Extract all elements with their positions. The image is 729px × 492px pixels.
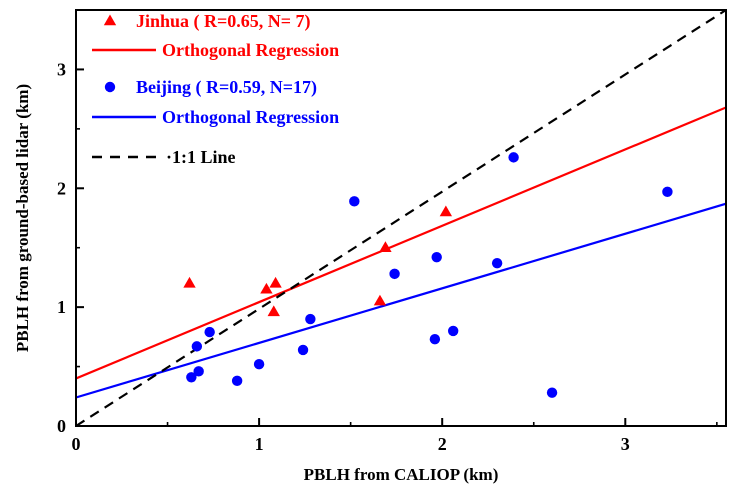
beijing-point (508, 152, 519, 163)
legend-triangle-marker (103, 14, 117, 26)
legend-label: ·1:1 Line (166, 147, 236, 167)
regression-line-1 (76, 202, 726, 399)
beijing-point (429, 334, 441, 345)
x-tick-label: 2 (438, 434, 447, 454)
beijing-point (546, 387, 558, 398)
beijing-point (186, 372, 197, 383)
legend: Jinhua ( R=0.65, N= 7) Orthogonal Regress… (92, 11, 339, 167)
y-tick-label: 1 (57, 297, 66, 317)
jinhua-point (373, 294, 387, 306)
beijing-point (349, 196, 360, 207)
jinhua-point (260, 282, 273, 294)
y-tick-label: 0 (57, 416, 66, 436)
beijing-point (204, 326, 215, 338)
legend-label: Beijing ( R=0.59, N=17) (136, 77, 317, 98)
beijing-point (193, 366, 204, 377)
plot-frame (75, 9, 727, 427)
x-tick-label: 3 (621, 434, 630, 454)
beijing-point (447, 325, 459, 337)
x-tick-label: 1 (255, 434, 264, 454)
legend-label: Orthogonal Regression (162, 40, 339, 60)
beijing-point (662, 186, 673, 198)
axis-ticks: 0 1 2 3 0 1 2 3 (57, 59, 718, 454)
beijing-point (431, 252, 442, 263)
one-to-one-line (76, 10, 726, 426)
y-tick-label: 2 (57, 178, 66, 198)
beijing-point (191, 341, 203, 352)
beijing-point (297, 344, 309, 356)
x-tick-label: 0 (72, 434, 81, 454)
regression-lines (76, 10, 726, 426)
beijing-point (231, 375, 243, 387)
legend-label: Jinhua ( R=0.65, N= 7) (136, 11, 311, 32)
beijing-point (491, 257, 503, 269)
regression-line-0 (76, 106, 726, 380)
jinhua-point (439, 205, 453, 217)
beijing-point (389, 268, 400, 280)
y-axis-label: PBLH from ground-based lidar (km) (13, 84, 32, 352)
legend-entry: Jinhua ( R=0.65, N= 7) (103, 11, 311, 32)
y-tick-label: 3 (57, 59, 66, 79)
jinhua-point (269, 276, 282, 288)
beijing-point (305, 313, 316, 325)
legend-entry: Orthogonal Regression (92, 107, 339, 127)
x-axis-label: PBLH from CALIOP (km) (304, 465, 499, 484)
beijing-point (253, 358, 265, 370)
legend-entry: Orthogonal Regression (92, 40, 339, 60)
data-points (183, 152, 673, 398)
jinhua-point (379, 241, 392, 252)
legend-circle-marker (104, 81, 116, 93)
legend-entry: ·1:1 Line (92, 147, 236, 167)
jinhua-point (267, 305, 280, 317)
legend-entry: Beijing ( R=0.59, N=17) (104, 77, 317, 98)
legend-label: Orthogonal Regression (162, 107, 339, 127)
jinhua-point (183, 276, 196, 288)
